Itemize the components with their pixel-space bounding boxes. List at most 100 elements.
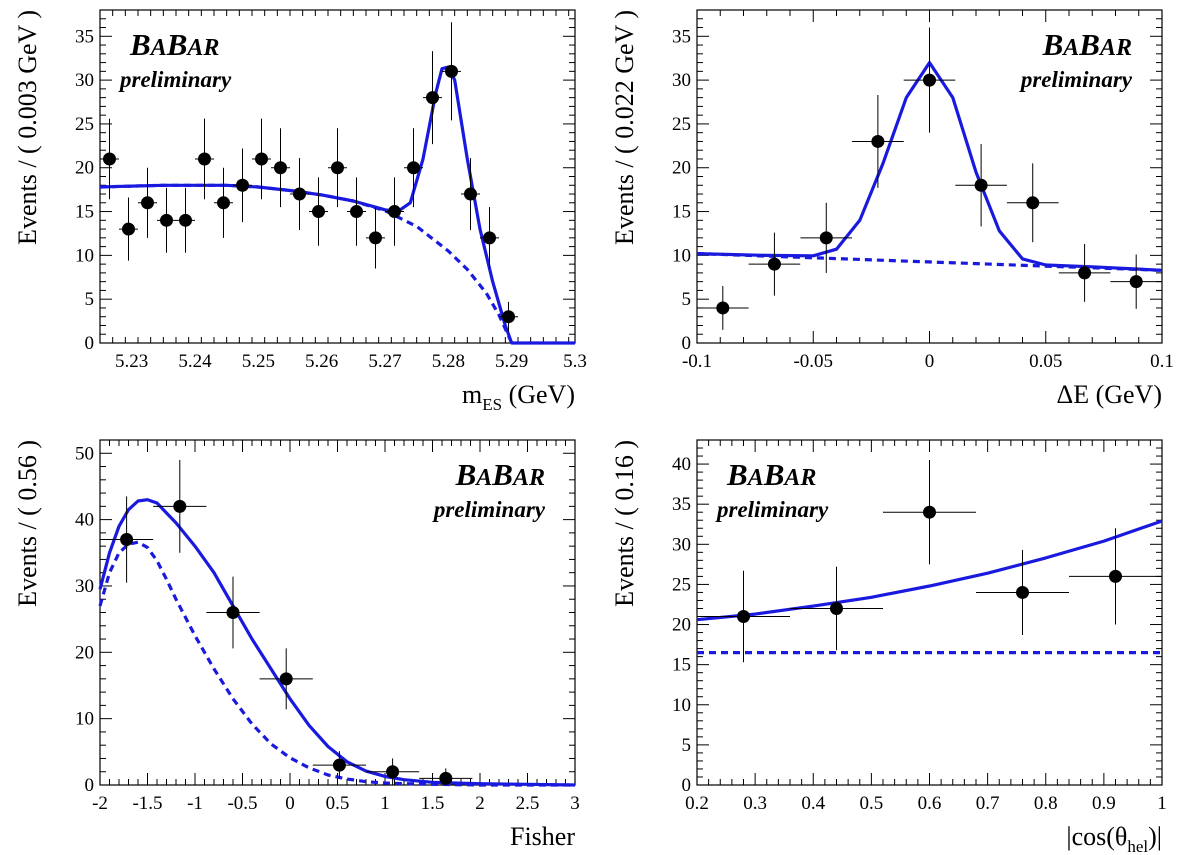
data-point [293,187,306,201]
data-point [386,765,400,779]
x-tick-label: 0.4 [801,793,825,814]
x-tick-label: 5.26 [305,351,338,372]
x-tick-label: 0.5 [326,793,350,814]
data-point [502,310,515,324]
y-tick-label: 30 [75,576,94,597]
data-point [439,771,453,785]
data-point [173,499,187,513]
y-tick-label: 25 [672,574,691,595]
data-point [350,205,363,219]
data-point [236,178,249,192]
x-tick-label: 0.3 [743,793,767,814]
babar-logo: BABAR [129,27,219,62]
data-point [464,187,477,201]
x-tick-label: 5.28 [432,351,465,372]
y-tick-label: 5 [682,735,692,756]
data-point [255,152,268,166]
data-point [483,231,496,245]
data-point [120,533,134,547]
x-tick-label: 0.2 [685,793,709,814]
data-point [1078,266,1092,280]
y-tick-label: 35 [672,494,691,515]
y-axis-label: Events / ( 0.56 ) [13,440,42,607]
data-point [332,758,346,772]
preliminary-label: preliminary [432,497,546,522]
data-point [871,134,885,148]
y-tick-label: 20 [75,642,94,663]
x-tick-label: 0.05 [1029,351,1062,372]
data-point [312,205,325,219]
x-tick-label: 0.6 [918,793,942,814]
data-point [830,601,843,615]
y-tick-label: 10 [75,245,94,266]
data-point [1129,275,1143,289]
x-tick-label: 0.5 [860,793,884,814]
data-point [141,196,154,210]
y-axis-label: Events / ( 0.003 GeV ) [13,10,42,245]
y-axis-label: Events / ( 0.022 GeV ) [610,10,639,245]
x-tick-label: 0 [285,793,295,814]
x-tick-label: 5.3 [563,351,587,372]
preliminary-label: preliminary [1019,67,1133,92]
data-point [217,196,230,210]
y-tick-label: 10 [672,245,691,266]
y-tick-label: 10 [672,695,691,716]
x-tick-label: 2.5 [516,793,540,814]
y-tick-label: 0 [85,775,95,796]
x-tick-label: -1.5 [132,793,162,814]
data-point [122,222,135,236]
data-point [426,91,439,105]
preliminary-label: preliminary [118,67,232,92]
x-axis-label: |cos(θhel)| [1066,822,1162,855]
x-tick-label: -1 [187,793,203,814]
x-tick-label: 5.23 [115,351,148,372]
y-tick-label: 0 [85,333,95,354]
y-tick-label: 20 [672,158,691,179]
y-tick-label: 10 [75,709,94,730]
background-fit-curve [99,183,514,344]
x-axis-label: ΔE (GeV) [1056,380,1162,409]
x-tick-label: 3 [570,793,580,814]
y-tick-label: 5 [85,289,95,310]
x-tick-label: -0.05 [793,351,833,372]
data-point [179,213,192,227]
y-tick-label: 20 [75,158,94,179]
data-point [737,610,750,624]
data-point [226,606,240,619]
background-fit-curve [98,540,575,787]
y-tick-label: 50 [75,443,94,464]
data-point [279,672,293,686]
data-point [407,161,420,175]
data-point [274,161,287,175]
x-tick-label: 0.1 [1150,351,1174,372]
panel-delta-e: -0.1 -0.05 0 0.05 0.1 0 5 10 15 20 25 30 35 ΔE (GeV) E… [610,9,1174,409]
y-tick-label: 30 [672,534,691,555]
x-tick-label: 1 [380,793,390,814]
x-tick-label: -0.5 [227,793,257,814]
data-point [388,205,401,219]
x-axis-label: Fisher [510,822,575,851]
panel-fisher: -2 -1.5 -1 -0.5 0 0.5 1 1.5 2 2.5 301020304050Fish… [13,439,580,851]
x-tick-label: 0 [925,351,935,372]
data-point [445,64,458,78]
y-tick-label: 40 [75,510,94,531]
y-tick-label: 15 [672,655,691,676]
y-tick-label: 35 [672,26,691,47]
babar-logo: BABAR [455,457,545,492]
data-point [198,152,211,166]
preliminary-label: preliminary [715,497,829,522]
data-point [716,301,730,315]
y-tick-label: 5 [682,289,692,310]
babar-logo: BABAR [726,457,816,492]
y-tick-label: 30 [75,70,94,91]
y-tick-label: 25 [75,114,94,135]
y-tick-label: 0 [682,333,692,354]
total-fit-curve [99,65,575,345]
data-point [923,505,936,519]
data-point [331,161,344,175]
y-tick-label: 35 [75,26,94,47]
x-tick-label: 5.29 [495,351,528,372]
data-point [160,213,173,227]
total-fit-curve [696,519,1163,622]
